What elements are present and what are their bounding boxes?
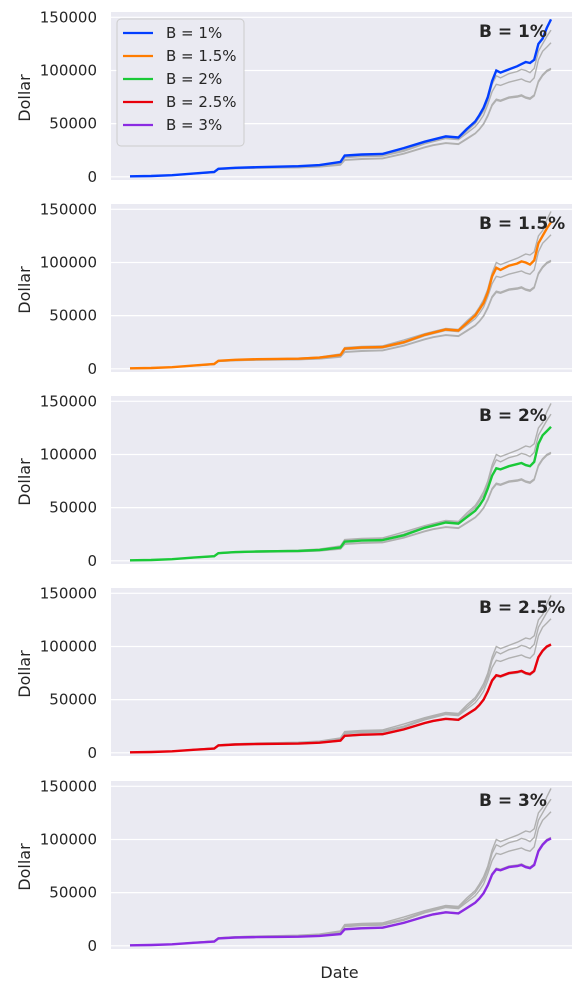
y-tick-label: 100000 (40, 445, 97, 463)
y-tick-label: 0 (87, 744, 97, 762)
panel-background (111, 396, 572, 564)
y-axis-label: Dollar (15, 650, 34, 698)
chart-panel-2: 0 50000 100000 150000 Dollar B = 1.5% (15, 200, 572, 378)
series-line-highlight (129, 425, 552, 562)
panel-background (111, 204, 572, 372)
y-tick-label: 150000 (40, 584, 97, 602)
panel-label: B = 1% (479, 22, 547, 42)
y-tick-label: 100000 (40, 830, 97, 848)
y-tick-label: 50000 (49, 691, 97, 709)
legend-box (116, 18, 245, 147)
y-tick-label: 50000 (49, 884, 97, 902)
y-tick-label: 0 (87, 937, 97, 955)
y-axis-label: Dollar (15, 266, 34, 314)
y-tick-label: 100000 (40, 253, 97, 271)
y-tick-label: 150000 (40, 200, 97, 218)
panel-background (111, 781, 572, 949)
series-line-highlight (129, 18, 553, 178)
panel-label: B = 2.5% (479, 598, 565, 618)
chart-panel-5: 0 50000 100000 150000 Dollar B = 3% Date (15, 777, 572, 982)
series-line-highlight (129, 643, 552, 754)
y-axis-label: Dollar (15, 458, 34, 506)
panel-label: B = 1.5% (479, 214, 565, 234)
panel-background (111, 588, 572, 756)
legend-entry: B = 2.5% (166, 93, 237, 111)
series-line-highlight (129, 221, 553, 370)
panel-label: B = 3% (479, 791, 547, 811)
y-tick-label: 0 (87, 552, 97, 570)
panel-label: B = 2% (479, 406, 547, 426)
y-tick-label: 150000 (40, 392, 97, 410)
y-tick-label: 100000 (40, 61, 97, 79)
y-tick-label: 0 (87, 168, 97, 186)
series-line-highlight (129, 837, 552, 947)
y-tick-label: 150000 (40, 8, 97, 26)
legend-entry: B = 2% (166, 70, 222, 88)
legend-entry: B = 1.5% (166, 47, 237, 65)
y-tick-label: 50000 (49, 307, 97, 325)
chart-panel-4: 0 50000 100000 150000 Dollar B = 2.5% (15, 584, 572, 762)
y-tick-label: 50000 (49, 115, 97, 133)
y-tick-label: 50000 (49, 499, 97, 517)
chart-panel-3: 0 50000 100000 150000 Dollar B = 2% (15, 392, 572, 570)
y-tick-label: 100000 (40, 637, 97, 655)
y-axis-label: Dollar (15, 74, 34, 122)
legend: B = 1% B = 1.5% B = 2% B = 2.5% B = 3% (116, 18, 245, 147)
y-axis-label: Dollar (15, 843, 34, 891)
legend-entry: B = 3% (166, 116, 222, 134)
y-tick-label: 0 (87, 360, 97, 378)
legend-entry: B = 1% (166, 24, 222, 42)
x-axis-label: Date (320, 963, 358, 982)
y-tick-label: 150000 (40, 777, 97, 795)
